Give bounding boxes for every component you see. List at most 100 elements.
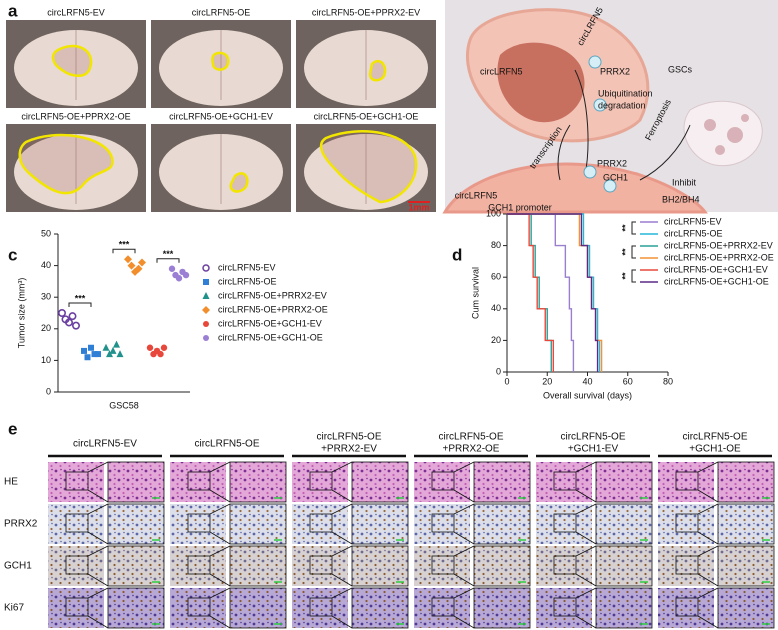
micrograph-zoom xyxy=(474,504,530,544)
image-caption: circLRFN5-OE+PPRX2-OE xyxy=(21,111,130,121)
zoom-box xyxy=(65,513,89,533)
zoom-line xyxy=(575,489,597,503)
y-tick-label: 50 xyxy=(41,228,51,238)
zoom-frame xyxy=(229,461,287,503)
survival-curve xyxy=(507,213,603,372)
nucleus xyxy=(497,42,585,123)
zoom-line xyxy=(453,461,475,473)
protein-icon xyxy=(588,55,602,69)
legend-label: circLRFN5-OE+PRRX2-OE xyxy=(218,304,328,314)
zoom-line xyxy=(697,531,719,545)
y-axis-label: Tumor size (mm³) xyxy=(16,278,26,349)
diagram-label: BH2/BH4 xyxy=(662,194,700,204)
protein-icon xyxy=(593,98,607,112)
debris xyxy=(741,114,749,122)
zoom-line xyxy=(87,615,109,629)
y-tick-label: 80 xyxy=(491,240,501,250)
diagram-label: GCH1 xyxy=(603,172,628,182)
micrograph-zoom xyxy=(230,588,286,628)
significance-bracket xyxy=(631,269,636,283)
diagram-label: Inhibit xyxy=(672,177,697,187)
legend-marker xyxy=(203,279,209,285)
zoom-line xyxy=(697,615,719,629)
zoom-frame xyxy=(107,503,165,545)
diagram-label: PRRX2 xyxy=(597,158,627,168)
y-axis-label: Cum survival xyxy=(470,267,480,319)
zoom-box xyxy=(187,597,211,617)
column-header: +GCH1-OE xyxy=(689,444,741,455)
significance-bracket xyxy=(112,248,136,254)
column-header: circLRFN5-OE xyxy=(316,432,381,443)
data-point xyxy=(72,321,81,330)
column-header: circLRFN5-OE xyxy=(194,439,259,450)
tumor-outline xyxy=(229,172,249,193)
panel-label: e xyxy=(8,419,17,438)
data-point xyxy=(95,351,101,358)
y-tick-label: 30 xyxy=(41,292,51,302)
zoom-box xyxy=(187,471,211,491)
zoom-box xyxy=(65,597,89,617)
zoom-line xyxy=(209,461,231,473)
micrograph-zoom xyxy=(596,504,652,544)
zoom-line xyxy=(575,461,597,473)
data-point xyxy=(127,261,136,270)
column-header: circLRFN5-OE xyxy=(560,432,625,443)
zoom-box xyxy=(431,597,455,617)
micrograph-zoom xyxy=(108,462,164,502)
zoom-line xyxy=(575,587,597,599)
zoom-line xyxy=(331,545,353,557)
micrograph-zoom xyxy=(230,504,286,544)
micrograph-zoom xyxy=(718,462,774,502)
zoom-line xyxy=(331,503,353,515)
zoom-line xyxy=(697,587,719,599)
x-tick-label: 40 xyxy=(582,376,592,386)
legend-label: circLRFN5-OE xyxy=(218,276,277,286)
legend-marker xyxy=(203,335,209,341)
legend-label: circLRFN5-OE+GCH1-EV xyxy=(664,264,768,274)
image-caption: circLRFN5-OE+GCH1-OE xyxy=(314,111,419,121)
zoom-box xyxy=(431,555,455,575)
legend-label: circLRFN5-EV xyxy=(664,216,722,226)
legend-label: circLRFN5-OE+GCH1-OE xyxy=(664,276,769,286)
significance-bracket xyxy=(631,245,636,259)
data-point xyxy=(138,258,146,267)
image-caption: circLRFN5-OE+PPRX2-EV xyxy=(312,7,420,17)
image-caption: circLRFN5-EV xyxy=(47,7,105,17)
zoom-line xyxy=(453,545,475,557)
zoom-box xyxy=(553,471,577,491)
zoom-frame xyxy=(229,545,287,587)
zoom-line xyxy=(209,489,231,503)
data-point xyxy=(57,308,66,317)
column-header: circLRFN5-OE xyxy=(682,432,747,443)
y-tick-label: 20 xyxy=(41,323,51,333)
diagram-label: PRRX2 xyxy=(600,66,630,76)
zoom-line xyxy=(697,489,719,503)
zoom-line xyxy=(453,531,475,545)
legend-marker xyxy=(202,264,210,272)
column-header: circLRFN5-OE xyxy=(438,432,503,443)
data-point xyxy=(68,312,77,321)
micrograph-zoom xyxy=(596,462,652,502)
micrograph-zoom xyxy=(718,588,774,628)
zoom-frame xyxy=(595,587,653,629)
micrograph-zoom xyxy=(352,588,408,628)
zoom-box xyxy=(187,555,211,575)
zoom-line xyxy=(87,545,109,557)
zoom-frame xyxy=(595,461,653,503)
legend-label: circLRFN5-EV xyxy=(218,262,276,272)
tumor-outline xyxy=(319,130,418,204)
panel-label: d xyxy=(452,245,462,264)
zoom-line xyxy=(87,573,109,587)
data-point xyxy=(146,344,154,351)
legend-marker xyxy=(202,292,210,299)
zoom-frame xyxy=(595,503,653,545)
data-point xyxy=(109,346,117,354)
row-label: Ki67 xyxy=(4,603,24,614)
zoom-line xyxy=(453,615,475,629)
diagram-label: circLRFN5 xyxy=(455,190,498,200)
zoom-line xyxy=(575,573,597,587)
data-point xyxy=(91,351,98,358)
y-tick-label: 40 xyxy=(41,260,51,270)
zoom-box xyxy=(65,555,89,575)
legend-label: circLRFN5-OE+GCH1-OE xyxy=(218,332,323,342)
